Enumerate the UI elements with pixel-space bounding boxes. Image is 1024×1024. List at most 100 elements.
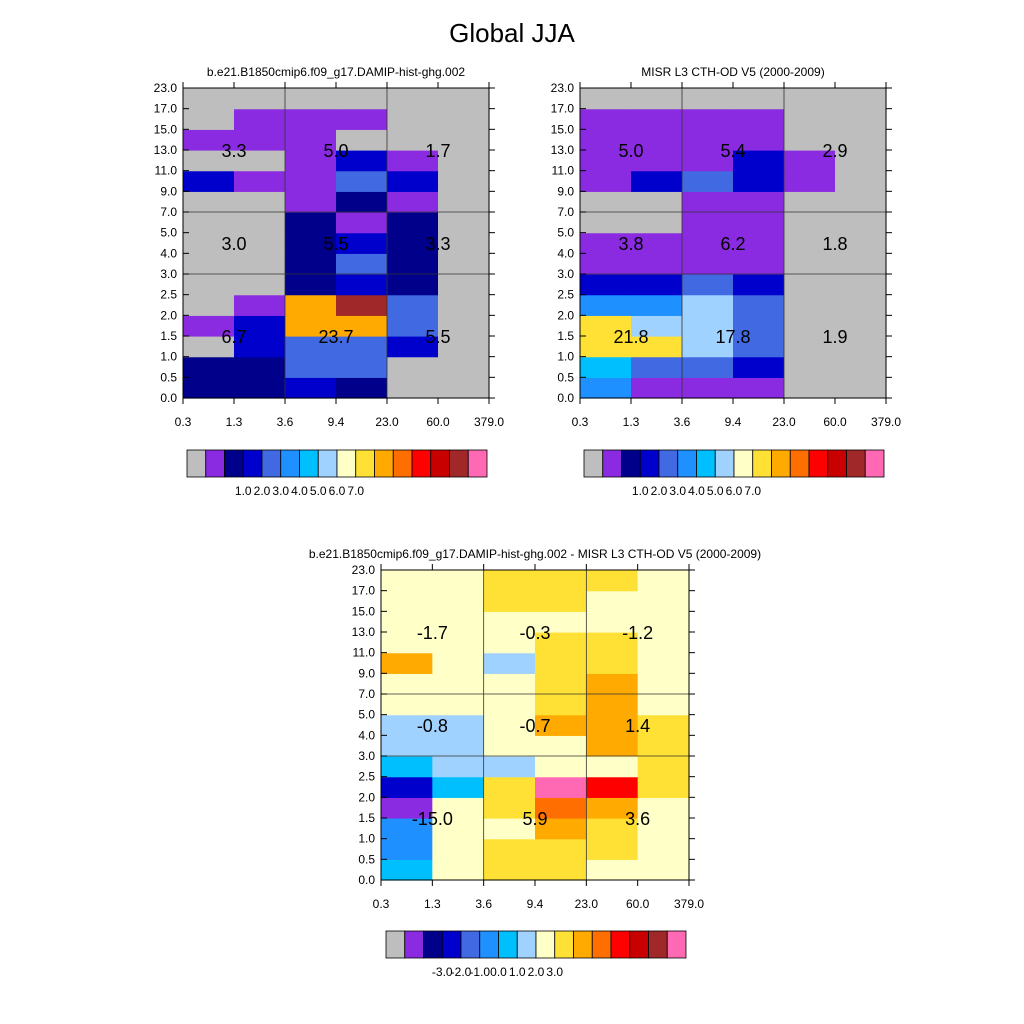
colorbar-swatch	[423, 930, 443, 959]
heatmap-cell	[438, 129, 490, 151]
y-tick-label: 4.0	[557, 246, 574, 260]
heatmap-cell	[234, 315, 286, 337]
heatmap-cell	[438, 253, 490, 275]
heatmap-cell	[285, 356, 337, 378]
heatmap-cell	[483, 776, 536, 798]
heatmap-cell	[682, 150, 734, 172]
heatmap-cells	[580, 88, 887, 399]
heatmap-cell	[234, 212, 286, 234]
heatmap-cell	[637, 776, 690, 798]
heatmap-cell	[586, 776, 639, 798]
heatmap-cell	[580, 108, 632, 130]
heatmap-cell	[432, 590, 485, 612]
heatmap-cell	[438, 232, 490, 254]
block-value-label: 3.0	[221, 234, 246, 254]
heatmap-cell	[586, 590, 639, 612]
colorbar-swatch	[864, 449, 885, 478]
heatmap-cell	[835, 170, 887, 192]
x-axis: 0.3 1.3 3.6 9.4 23.0 60.0 379.0	[175, 82, 504, 429]
heatmap-cell	[682, 294, 734, 316]
heatmap-cell	[733, 253, 785, 275]
heatmap-cell	[432, 694, 485, 716]
heatmap-cell	[631, 274, 683, 296]
heatmap-cell	[483, 714, 536, 736]
heatmap-cell	[784, 129, 836, 151]
heatmap-cell	[183, 129, 235, 151]
x-axis: 0.3 1.3 3.6 9.4 23.0 60.0 379.0	[373, 564, 704, 911]
heatmap-cell	[835, 377, 887, 399]
heatmap-cell	[285, 129, 337, 151]
block-value-label: 6.2	[720, 234, 745, 254]
heatmap-cell	[535, 570, 587, 592]
y-tick-label: 4.0	[358, 728, 375, 742]
heatmap-cell	[784, 377, 836, 399]
heatmap-cell	[336, 253, 388, 275]
heatmap-cell	[234, 377, 286, 399]
heatmap-cell	[285, 232, 337, 254]
heatmap-cell	[387, 232, 439, 254]
block-value-label: 5.0	[618, 141, 643, 161]
heatmap-cell	[387, 88, 439, 110]
x-tick-label: 60.0	[823, 415, 847, 429]
y-tick-label: 0.0	[557, 391, 574, 405]
x-tick-label: 3.6	[475, 897, 492, 911]
heatmap-cell	[580, 191, 632, 213]
heatmap-cell	[535, 818, 587, 840]
heatmap-cell	[784, 356, 836, 378]
block-values: 21.8 17.8 1.9 3.8 6.2 1.8 5.0 5.4 2.9	[613, 141, 847, 347]
heatmap-cell	[535, 859, 587, 881]
colorbar-swatch	[385, 930, 406, 959]
heatmap-cell	[835, 212, 887, 234]
heatmap-cell	[285, 294, 337, 316]
block-value-label: 3.8	[618, 234, 643, 254]
heatmap-cell	[183, 88, 235, 110]
heatmap-cell	[535, 797, 587, 819]
heatmap-cell	[285, 108, 337, 130]
heatmap-cell	[381, 735, 433, 757]
heatmap-cell	[586, 818, 639, 840]
heatmap-cell	[586, 611, 639, 633]
colorbar-swatch	[629, 930, 649, 959]
heatmap-cell	[586, 859, 639, 881]
panel-title: b.e21.B1850cmip6.f09_g17.DAMIP-hist-ghg.…	[309, 547, 761, 561]
x-tick-label: 3.6	[674, 415, 691, 429]
heatmap-cell	[387, 191, 439, 213]
colorbar-label: 7.0	[347, 484, 364, 498]
heatmap-cell	[535, 776, 587, 798]
heatmap-cell	[586, 797, 639, 819]
heatmap-cell	[381, 818, 433, 840]
colorbar-label: -2.0	[451, 965, 472, 979]
colorbar-swatch	[441, 930, 462, 959]
heatmap-cell	[483, 673, 536, 695]
heatmap-cell	[387, 356, 439, 378]
heatmap-cell	[637, 652, 690, 674]
heatmap-cell	[586, 632, 639, 654]
heatmap-cell	[285, 253, 337, 275]
y-tick-label: 11.0	[353, 646, 376, 660]
heatmap-cell	[483, 590, 536, 612]
heatmap-cell	[432, 735, 485, 757]
heatmap-cell	[387, 274, 439, 296]
heatmap-cell	[682, 274, 734, 296]
y-tick-label: 2.0	[358, 790, 375, 804]
block-value-label: 3.6	[625, 809, 650, 829]
heatmap-cell	[835, 129, 887, 151]
heatmap-cell	[183, 294, 235, 316]
heatmap-cell	[580, 170, 632, 192]
colorbar-label: 3.0	[546, 965, 563, 979]
y-tick-label: 13.0	[551, 143, 575, 157]
x-tick-label: 23.0	[772, 415, 796, 429]
heatmap-cell	[381, 694, 433, 716]
heatmap-cell	[586, 756, 639, 778]
heatmap-cell	[234, 129, 286, 151]
heatmap-cell	[381, 652, 433, 674]
y-axis: 0.0 0.5 1.0 1.5 2.0 2.5 3.0 4.0 5.0 7.0 9.0 11.0 13.…	[352, 563, 695, 887]
heatmap-cell	[784, 88, 836, 110]
heatmap-cell	[631, 377, 683, 399]
heatmap-cell	[682, 129, 734, 151]
colorbar-label: 6.0	[329, 484, 346, 498]
heatmap-cell	[387, 170, 439, 192]
heatmap-cell	[285, 377, 337, 399]
